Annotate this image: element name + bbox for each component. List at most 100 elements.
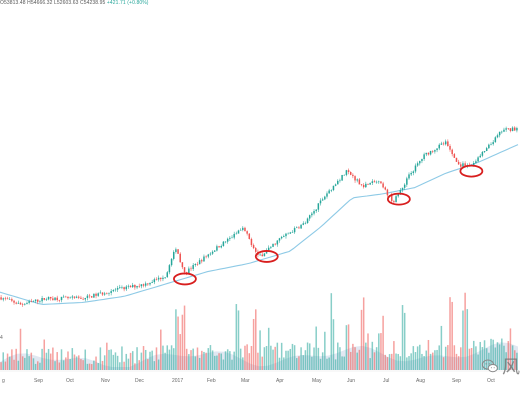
volume-bar [188, 354, 190, 370]
volume-bar [263, 347, 266, 370]
volume-bar [419, 344, 421, 370]
volume-bar [151, 350, 153, 370]
candle-body [373, 181, 376, 183]
volume-bar [388, 354, 391, 370]
volume-bar [475, 346, 477, 370]
volume-bar [259, 330, 261, 370]
dip-markers-layer [173, 164, 484, 286]
volume-bar [242, 357, 244, 370]
candle-body [155, 279, 158, 280]
volume-bar [226, 349, 229, 370]
candle-body [337, 180, 339, 185]
volume-bar [95, 356, 97, 370]
candle-body [440, 143, 443, 145]
volume-bar [129, 352, 132, 370]
volume-bar [88, 363, 91, 370]
candle-body [384, 187, 387, 190]
volume-bar [237, 310, 240, 370]
volume-bar [24, 357, 26, 370]
volume-bar [13, 359, 15, 370]
candle-body [498, 131, 501, 136]
candle-body [28, 301, 30, 303]
candle-body [414, 165, 417, 172]
candle-body [259, 254, 261, 256]
ohlc-readout: O53813.48 H54666.32 L52603.63 C54238.95 … [0, 0, 149, 6]
candle-body [255, 248, 257, 252]
volume-bar [278, 357, 281, 370]
volume-bar [47, 348, 50, 370]
candle-body [237, 230, 240, 234]
candle-body [494, 137, 497, 143]
candle-body [263, 253, 266, 257]
volume-bar [401, 305, 404, 370]
candle-body [119, 287, 121, 289]
volume-bar [406, 357, 408, 370]
candle-body [349, 171, 352, 175]
volume-bar [201, 350, 203, 370]
candle-body [88, 295, 91, 297]
candle-body [19, 302, 22, 305]
candle-body [434, 150, 436, 152]
volume-bar [296, 358, 298, 370]
candle-body [52, 298, 54, 301]
volume-bar [41, 348, 43, 370]
candle-body [464, 163, 466, 167]
candle-body [166, 272, 169, 278]
candle-body [67, 296, 69, 299]
candle-body [114, 289, 117, 291]
candle-body [239, 229, 242, 231]
volume-bar [302, 355, 305, 370]
volume-bar [162, 345, 164, 370]
volume-bar [315, 326, 317, 370]
volume-bar [382, 315, 384, 370]
volume-bar [470, 347, 473, 370]
volume-bar [466, 309, 469, 370]
volume-bar [69, 359, 71, 370]
candle-body [304, 222, 307, 224]
candle-body [412, 171, 415, 173]
volume-bar [289, 348, 292, 370]
volume-bar [97, 363, 99, 370]
volume-bar [347, 324, 350, 370]
volume-bar [324, 331, 326, 370]
volume-bar [140, 352, 143, 370]
volume-bar [239, 348, 242, 370]
x-tick-label: Apr [276, 378, 284, 384]
moving-average-layer [0, 144, 519, 305]
volume-bar [56, 352, 58, 370]
candle-body [37, 299, 39, 302]
volume-bar [30, 352, 33, 370]
volume-bar [343, 356, 346, 370]
volume-bar [326, 358, 328, 370]
volume-bar [425, 350, 428, 370]
candle-body [203, 256, 205, 262]
volume-bar [285, 350, 287, 370]
volume-bar [108, 349, 110, 370]
volume-bar [99, 347, 102, 370]
candle-body [71, 296, 74, 298]
candle-body [276, 240, 279, 245]
candle-body [315, 209, 317, 212]
volume-bar [138, 360, 140, 370]
volume-bar [380, 333, 382, 370]
candle-body [99, 292, 102, 294]
volume-bar [198, 357, 201, 370]
volume-area-layer [0, 342, 518, 370]
candle-body [231, 237, 233, 239]
volume-bar [298, 356, 300, 370]
volume-bar [352, 343, 354, 370]
volume-bar [211, 350, 214, 370]
volume-bar [114, 352, 117, 370]
candle-body [190, 268, 192, 270]
candle-body [488, 144, 490, 149]
volume-bar [60, 349, 63, 370]
volume-bar [93, 360, 95, 370]
candle-body [477, 157, 479, 162]
candle-body [246, 231, 248, 234]
volume-bar [436, 349, 438, 370]
candle-body [425, 152, 428, 155]
volume-bar [397, 353, 399, 370]
volume-bar [483, 340, 486, 370]
candle-body [82, 298, 84, 300]
